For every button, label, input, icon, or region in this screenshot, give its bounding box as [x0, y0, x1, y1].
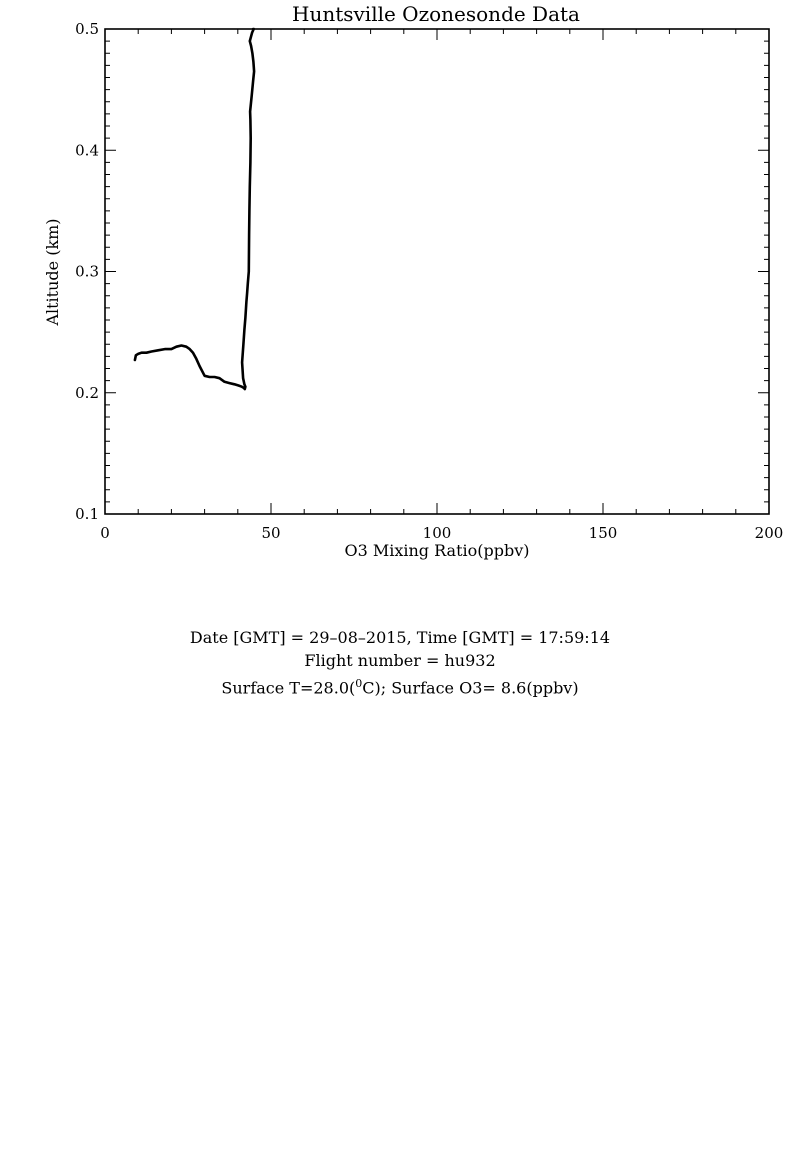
caption-degree-superscript: 0 — [355, 677, 363, 690]
y-tick-label: 0.5 — [75, 20, 99, 38]
caption-date-time: Date [GMT] = 29–08–2015, Time [GMT] = 17… — [189, 628, 611, 647]
ozone-profile-chart: Huntsville Ozonesonde Data 0 50 100 150 2000… — [43, 2, 783, 560]
axis-ticks — [104, 28, 770, 515]
caption-surface-o3: C); Surface O3= 8.6(ppbv) — [362, 678, 579, 698]
x-tick-label: 200 — [755, 524, 784, 542]
x-tick-label: 150 — [589, 524, 618, 542]
caption-surface-values: Surface T=28.0(0C); Surface O3= 8.6(ppbv… — [0, 672, 800, 699]
y-tick-label: 0.1 — [75, 505, 99, 523]
caption-flight-number: Flight number = hu932 — [304, 651, 496, 670]
x-axis-label: O3 Mixing Ratio(ppbv) — [344, 541, 529, 560]
axis-tick-labels: 0 50 100 150 200 0.1 0.2 0.3 0.4 0.5 — [75, 20, 783, 542]
x-tick-label: 50 — [261, 524, 280, 542]
plot-frame — [104, 28, 770, 515]
y-tick-label: 0.2 — [75, 384, 99, 402]
chart-title: Huntsville Ozonesonde Data — [292, 2, 580, 26]
y-tick-label: 0.3 — [75, 263, 99, 281]
ozone-series-line — [133, 27, 256, 391]
caption-surface-temp: Surface T=28.0( — [221, 678, 356, 698]
x-tick-label: 100 — [423, 524, 452, 542]
y-tick-label: 0.4 — [75, 141, 99, 159]
x-tick-label: 0 — [100, 524, 110, 542]
y-axis-label: Altitude (km) — [43, 218, 62, 326]
